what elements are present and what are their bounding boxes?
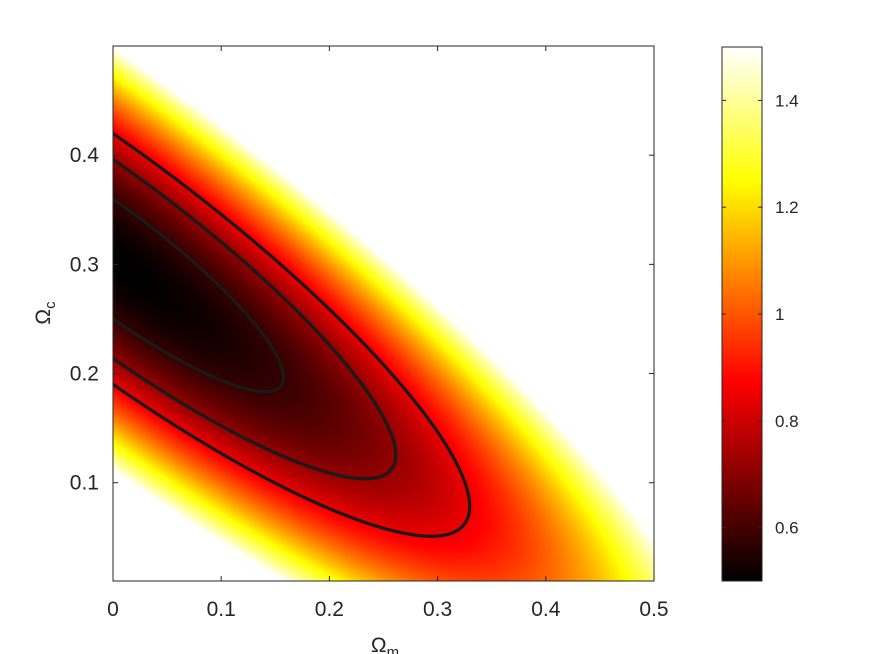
x-axis-label: Ωm — [371, 634, 399, 654]
x-tick-label: 0.2 — [315, 598, 344, 621]
y-tick-label: 0.4 — [70, 144, 100, 167]
y-axis-label: Ωc — [32, 301, 59, 325]
x-tick-label: 0.4 — [531, 598, 561, 621]
y-axis-label-subscript: c — [42, 301, 59, 309]
y-tick-label: 0.2 — [70, 363, 99, 386]
contour-lines — [113, 131, 472, 538]
x-axis-ticks: 0 0.1 0.2 0.3 0.4 0.5 — [107, 46, 669, 621]
colorbar-tick-label: 0.8 — [775, 412, 799, 431]
colorbar: 0.6 0.8 1 1.2 1.4 — [721, 46, 799, 582]
heatmap-field — [113, 46, 654, 581]
colorbar-tick-label: 1.4 — [775, 91, 799, 110]
x-tick-label: 0.1 — [207, 598, 236, 621]
plot-area: 0 0.1 0.2 0.3 0.4 0.5 0.1 0.2 0.3 0.4 — [70, 45, 669, 621]
colorbar-tick-label: 1 — [775, 305, 784, 324]
colorbar-ticks: 0.6 0.8 1 1.2 1.4 — [722, 91, 799, 538]
y-tick-label: 0.1 — [70, 472, 99, 495]
contour-level-2 — [113, 157, 398, 481]
x-tick-label: 0.5 — [639, 598, 668, 621]
y-axis-ticks: 0.1 0.2 0.3 0.4 — [70, 144, 654, 495]
plot-frame — [112, 45, 655, 582]
x-axis-label-subscript: m — [387, 644, 400, 654]
x-tick-label: 0 — [107, 598, 119, 621]
contour-level-3 — [113, 131, 472, 538]
x-tick-label: 0.3 — [423, 598, 452, 621]
colorbar-tick-label: 0.6 — [775, 519, 799, 538]
colorbar-tick-label: 1.2 — [775, 198, 799, 217]
y-tick-label: 0.3 — [70, 253, 99, 276]
contour-level-1 — [113, 197, 286, 394]
colorbar-gradient — [722, 47, 762, 581]
